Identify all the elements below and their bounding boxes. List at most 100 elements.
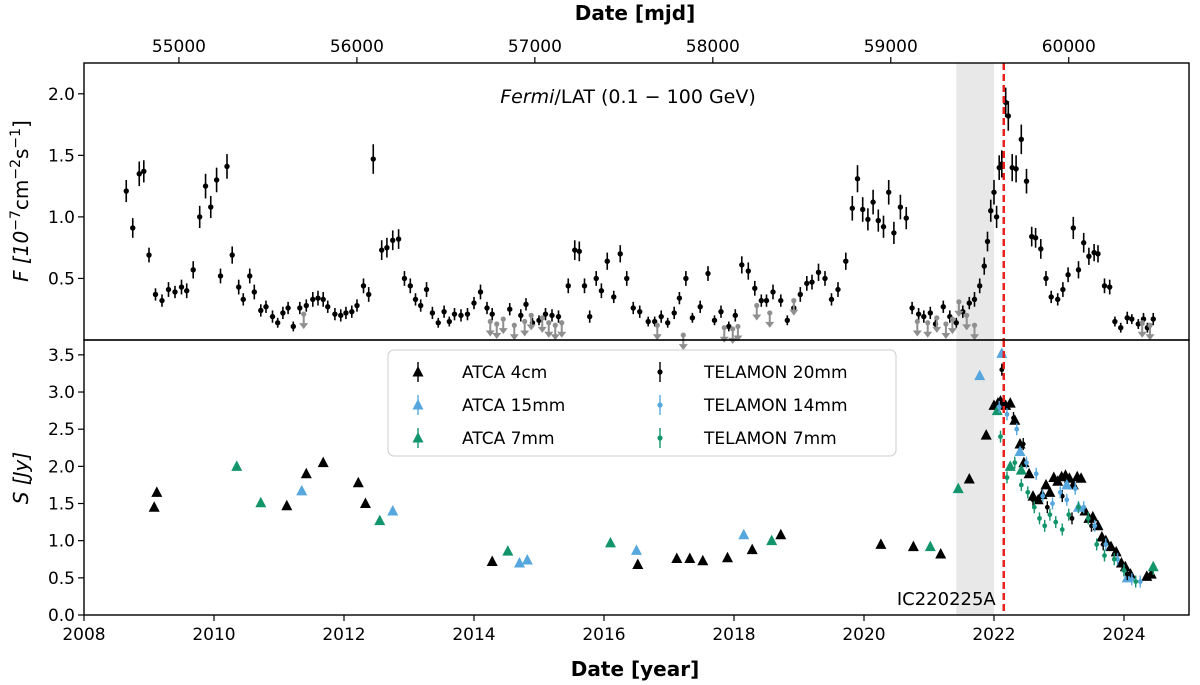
upper-limit-arrow [941,332,951,339]
bottom-tick-label: 2018 [712,625,755,645]
flux-point [325,304,331,310]
bottom-tick-label: 2016 [582,625,625,645]
event-label: IC220225A [897,589,997,610]
bottom-tick-label: 2014 [452,625,495,645]
flux-point [993,214,1000,220]
upper-limit-point [511,322,517,328]
radio-point-triangle [980,429,992,440]
top-tick-label: 55000 [152,37,206,57]
upper-limit-arrow [752,314,762,321]
radio-point-dot [1137,579,1143,584]
top-axis-ticks: 55000 56000 57000 58000 59000 60000 [152,37,1096,63]
bottom-tick-label: 2020 [842,625,885,645]
flux-point [484,305,490,311]
flux-point [236,284,242,290]
flux-point [809,279,815,285]
flux-point [652,318,658,325]
legend-marker-dot [657,402,663,408]
flux-point [555,313,562,320]
upper-limit-point [767,310,773,316]
flux-point [645,318,651,325]
flux-point [977,283,983,289]
radio-point-dot [1085,515,1091,521]
bottom-panel-frame [83,339,1190,616]
flux-point [828,296,835,303]
flux-point [689,315,696,321]
flux-point [152,291,159,298]
radio-point-dot [1150,566,1156,572]
radio-point-dot [1064,497,1070,503]
top-panel-title: Fermi/LAT (0.1 − 100 GeV) [500,86,756,108]
flux-point [441,308,447,315]
radio-point-dot [1025,489,1031,495]
radio-point-triangle [1004,397,1016,408]
flux-point [471,300,477,306]
flux-point [587,313,593,320]
radio-point-dot [1047,512,1053,518]
flux-point [332,311,338,317]
upper-limit-point [552,322,558,328]
radio-point-triangle [671,552,683,564]
flux-point [407,283,413,289]
flux-point [258,307,264,314]
flux-point [683,275,689,282]
radio-point-triangle [255,496,267,508]
top-ytick-label: 0.5 [48,269,75,289]
flux-point [542,311,549,317]
flux-point [217,273,224,279]
top-ytick-label: 2.0 [48,85,75,105]
flux-point [1065,272,1071,278]
flux-point [1005,113,1011,119]
radio-point-triangle [352,476,364,488]
flux-point [598,288,605,294]
legend-label: TELAMON 14mm [703,396,848,416]
flux-point [988,208,994,214]
radio-point-triangle [148,501,160,512]
upper-limit-arrow [765,321,775,328]
radio-point-triangle [1023,467,1035,479]
flux-point [630,305,636,311]
legend-marker-triangle [412,432,424,443]
flux-point [310,296,316,303]
flux-point [1101,283,1108,289]
radio-point-triangle [1075,472,1087,483]
bottom-ytick-label: 0.0 [48,606,75,626]
upper-limit-arrow [728,337,738,344]
radio-point-dot [1030,497,1036,503]
upper-limit-point [956,299,962,305]
flux-point [435,320,441,326]
radio-point-dot [1011,415,1016,421]
flux-point [770,289,776,295]
radio-point-dot [1092,523,1098,529]
flux-point [658,313,664,320]
legend-label: ATCA 15mm [462,396,565,416]
flux-point [458,312,464,319]
flux-point [903,215,909,221]
bottom-ytick-label: 1.0 [48,532,75,552]
radio-point-triangle [907,540,919,552]
bottom-ytick-label: 2.5 [48,420,75,440]
flux-point [953,320,959,326]
flux-point [1107,284,1113,290]
upper-limit-arrow [544,331,554,338]
radio-point-dot [1103,541,1109,547]
legend-marker-dot [657,369,663,375]
radio-point-triangle [1014,445,1026,456]
radio-point-triangle [766,534,778,546]
radio-point-dot [1018,482,1024,488]
flux-point [136,171,142,177]
bottom-axis-ticks: 2008 2010 2012 2014 2016 2018 2020 2022 2024 [62,615,1146,645]
top-tick-label: 60000 [1042,37,1096,57]
flux-point [1038,246,1044,252]
radio-point-dot [1133,579,1139,584]
flux-point [1018,136,1024,143]
top-tick-label: 56000 [330,37,384,57]
radio-point-triangle [1040,478,1052,490]
flux-point [451,311,458,317]
flux-point [732,312,738,319]
upper-limit-point [1139,320,1145,326]
radio-point-triangle [387,504,399,516]
flux-point [390,237,396,243]
upper-limit-arrow [492,332,502,339]
radio-point-triangle [935,548,947,559]
